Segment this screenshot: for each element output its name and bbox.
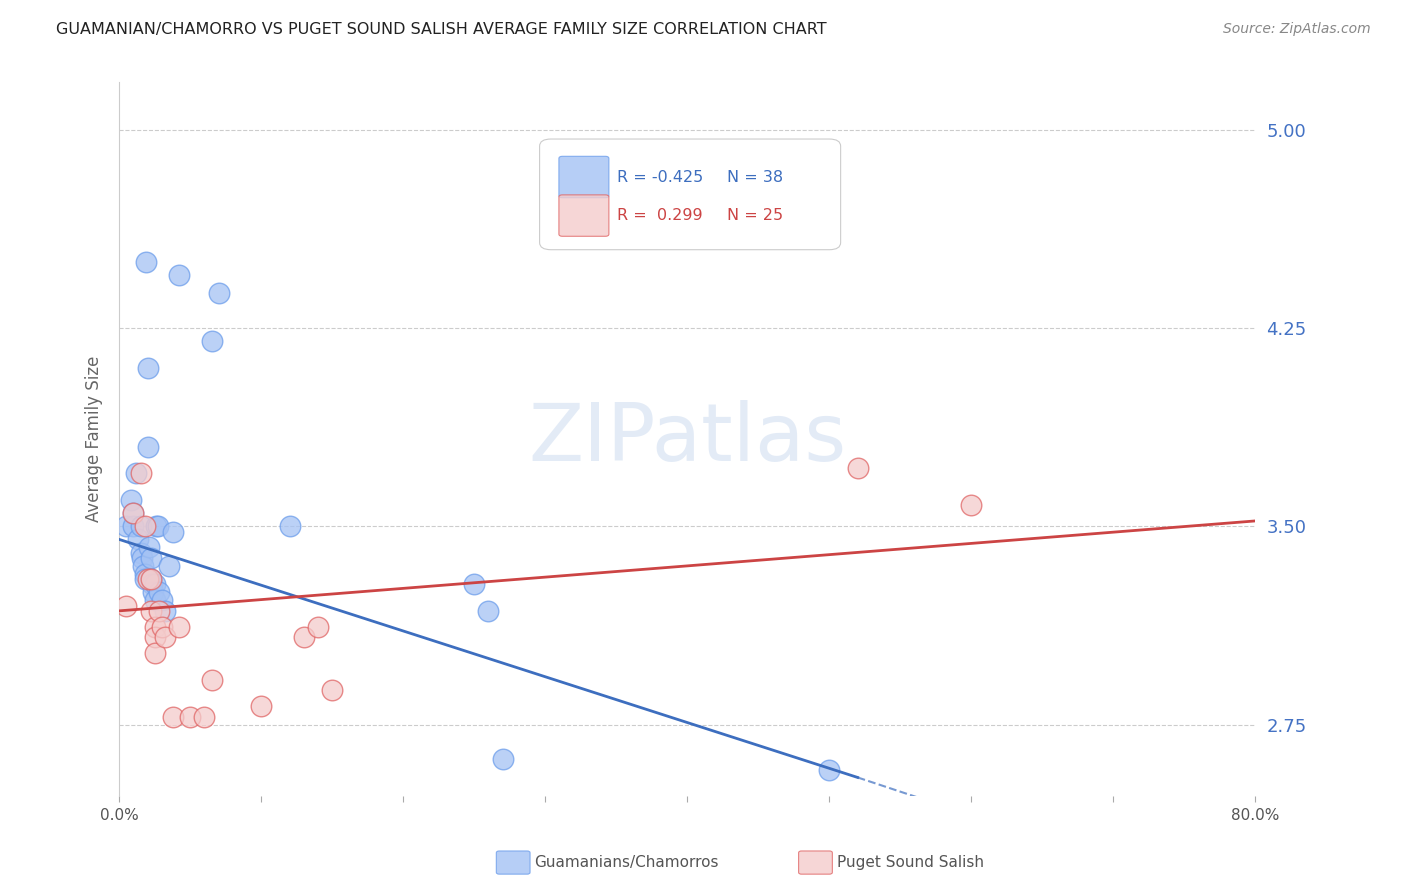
Point [153, 630, 176, 644]
Text: N = 25: N = 25 [727, 208, 783, 223]
Text: N = 38: N = 38 [727, 169, 783, 185]
Point [960, 498, 983, 512]
Point [134, 566, 156, 581]
Point [125, 467, 148, 481]
Point [136, 440, 159, 454]
Point [135, 254, 157, 268]
Point [122, 519, 145, 533]
Point [150, 620, 173, 634]
Point [292, 630, 315, 644]
Point [162, 524, 184, 539]
Point [129, 519, 152, 533]
Point [167, 268, 190, 282]
Text: Puget Sound Salish: Puget Sound Salish [837, 855, 984, 870]
Point [129, 467, 152, 481]
Point [143, 577, 166, 591]
Point [200, 673, 222, 687]
Point [134, 519, 156, 533]
Point [463, 577, 485, 591]
FancyBboxPatch shape [540, 139, 841, 250]
Point [129, 546, 152, 560]
Point [846, 868, 869, 882]
Point [153, 604, 176, 618]
FancyBboxPatch shape [560, 156, 609, 198]
Point [136, 572, 159, 586]
Point [127, 533, 149, 547]
Point [162, 709, 184, 723]
Point [157, 558, 180, 573]
Point [193, 709, 215, 723]
Point [136, 360, 159, 375]
Point [139, 604, 162, 618]
Point [143, 593, 166, 607]
Point [145, 519, 167, 533]
Point [141, 577, 163, 591]
Point [321, 683, 343, 698]
Point [115, 599, 138, 613]
Point [307, 620, 329, 634]
Point [143, 630, 166, 644]
Point [138, 541, 160, 555]
Text: R = -0.425: R = -0.425 [617, 169, 703, 185]
Point [278, 519, 301, 533]
Point [148, 585, 170, 599]
Text: R =  0.299: R = 0.299 [617, 208, 703, 223]
Point [143, 646, 166, 660]
Text: Guamanians/Chamorros: Guamanians/Chamorros [534, 855, 718, 870]
Point [477, 604, 499, 618]
Point [148, 604, 170, 618]
Point [492, 752, 515, 766]
Point [122, 506, 145, 520]
Point [818, 763, 841, 777]
Point [200, 334, 222, 348]
Point [846, 461, 869, 475]
Point [167, 620, 190, 634]
Y-axis label: Average Family Size: Average Family Size [86, 356, 103, 522]
FancyBboxPatch shape [560, 194, 609, 236]
Point [134, 572, 156, 586]
Point [150, 593, 173, 607]
Text: Source: ZipAtlas.com: Source: ZipAtlas.com [1223, 22, 1371, 37]
Point [146, 519, 169, 533]
Point [142, 585, 165, 599]
Point [139, 572, 162, 586]
Point [208, 286, 231, 301]
Text: ZIPatlas: ZIPatlas [529, 400, 846, 478]
Text: GUAMANIAN/CHAMORRO VS PUGET SOUND SALISH AVERAGE FAMILY SIZE CORRELATION CHART: GUAMANIAN/CHAMORRO VS PUGET SOUND SALISH… [56, 22, 827, 37]
Point [131, 551, 153, 566]
Point [120, 492, 142, 507]
Point [143, 620, 166, 634]
Point [115, 519, 138, 533]
Point [250, 699, 273, 714]
Point [122, 506, 145, 520]
Point [139, 572, 162, 586]
Point [179, 709, 201, 723]
Point [132, 558, 155, 573]
Point [139, 551, 162, 566]
